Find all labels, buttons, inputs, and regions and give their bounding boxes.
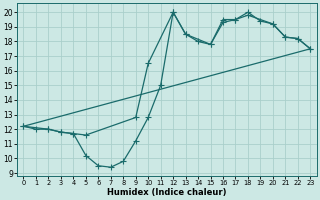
X-axis label: Humidex (Indice chaleur): Humidex (Indice chaleur) <box>107 188 227 197</box>
